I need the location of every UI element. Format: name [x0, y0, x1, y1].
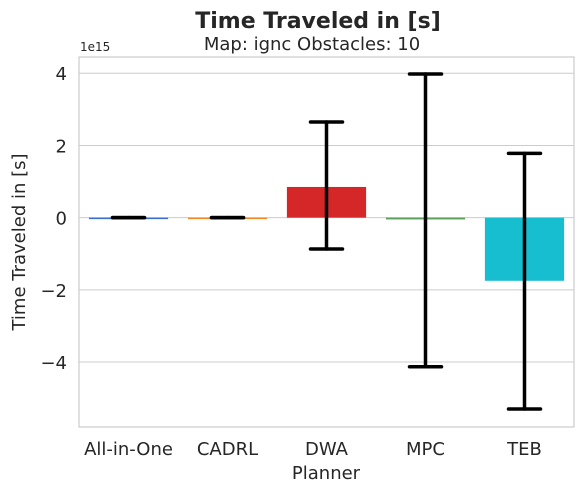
x-tick-label: CADRL — [197, 439, 258, 460]
y-ticks: −4 −2 0 2 4 — [40, 64, 67, 374]
y-tick-label: 2 — [56, 136, 67, 157]
y-tick-label: 4 — [56, 64, 67, 85]
x-tick-label: All-in-One — [84, 439, 173, 460]
x-tick-label: MPC — [406, 439, 445, 460]
x-tick-label: DWA — [305, 439, 349, 460]
x-tick-label: TEB — [506, 439, 542, 460]
chart-subtitle: Map: ignc Obstacles: 10 — [204, 34, 420, 55]
x-axis-label: Planner — [292, 463, 361, 484]
plot-frame — [78, 56, 575, 428]
error-bars — [110, 72, 543, 411]
y-offset-label: 1e15 — [80, 40, 110, 54]
y-axis-label: Time Traveled in [s] — [9, 153, 30, 331]
y-tick-label: 0 — [56, 209, 67, 230]
x-ticks: All-in-One CADRL DWA MPC TEB — [84, 439, 542, 460]
y-tick-label: −4 — [40, 353, 67, 374]
chart-title: Time Traveled in [s] — [195, 9, 441, 34]
y-tick-label: −2 — [40, 281, 67, 302]
